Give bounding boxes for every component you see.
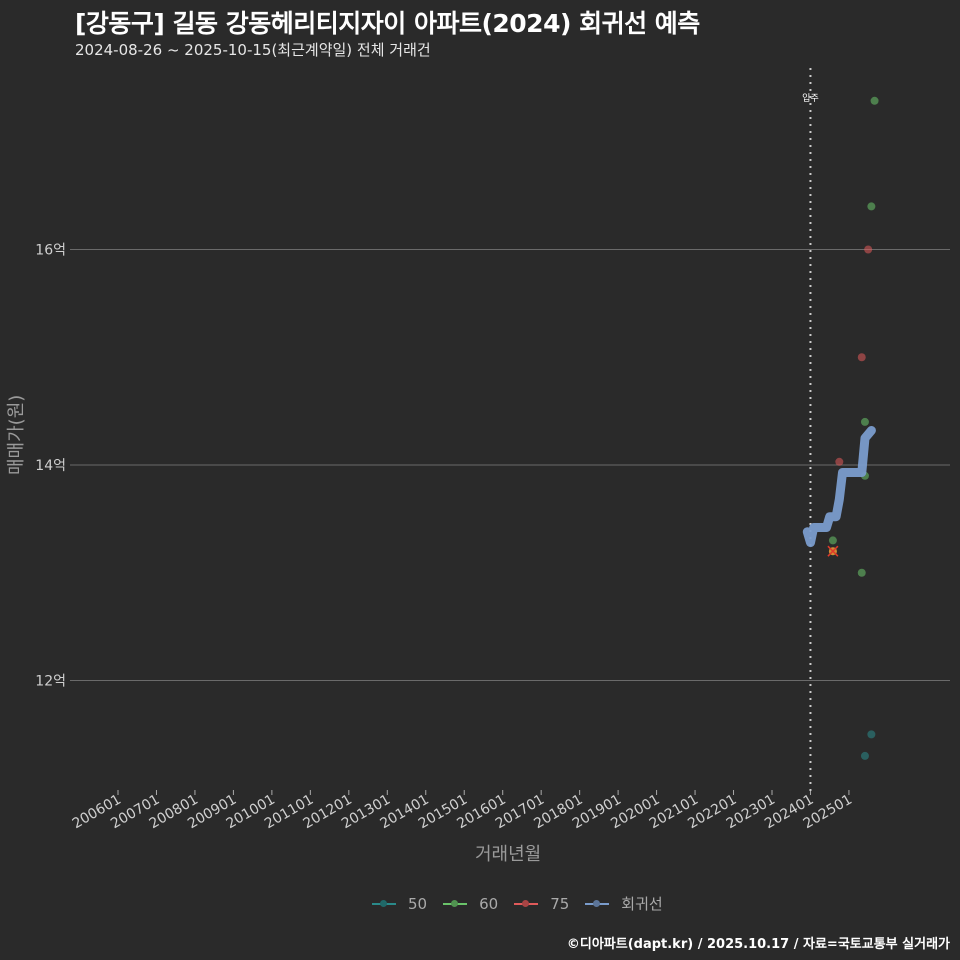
- legend-swatch-icon: [372, 897, 396, 911]
- legend: 50 60 75 회귀선: [372, 893, 679, 914]
- legend-swatch-icon: [514, 897, 539, 911]
- legend-item-3: 회귀선: [585, 893, 663, 914]
- legend-label: 50: [408, 894, 428, 913]
- svg-text:14억: 14억: [35, 458, 66, 474]
- gridlines: [70, 249, 950, 681]
- svg-text:16억: 16억: [35, 243, 66, 259]
- legend-label: 60: [479, 894, 499, 913]
- legend-item-0: 50: [372, 895, 427, 913]
- scatter-points: [828, 96, 879, 760]
- footer-credit: ©디아파트(dapt.kr) / 2025.10.17 / 자료=국토교통부 실…: [566, 937, 950, 952]
- svg-text:12억: 12억: [35, 674, 66, 690]
- y-axis-label: 매매가(원): [6, 394, 27, 475]
- chart-subtitle: 2024-08-26 ~ 2025-10-15(최근계약일) 전체 거래건: [75, 41, 431, 59]
- move-in-annotation: 입주: [802, 68, 819, 795]
- legend-label: 회귀선: [621, 895, 663, 913]
- legend-swatch-icon: [443, 897, 468, 911]
- legend-item-1: 60: [443, 895, 498, 913]
- x-axis-ticks: 2006012007012008012009012010012011012012…: [70, 790, 855, 832]
- legend-swatch-icon: [585, 897, 610, 911]
- legend-label: 75: [550, 894, 570, 913]
- chart-title: [강동구] 길동 강동헤리티지자이 아파트(2024) 회귀선 예측: [75, 9, 700, 38]
- regression-line: [802, 426, 876, 548]
- y-axis-ticks: 12억 14억 16억: [35, 243, 66, 690]
- x-axis-label: 거래년월: [475, 844, 542, 865]
- legend-item-2: 75: [514, 895, 569, 913]
- svg-text:입주: 입주: [802, 92, 819, 104]
- special-markers: [827, 545, 839, 557]
